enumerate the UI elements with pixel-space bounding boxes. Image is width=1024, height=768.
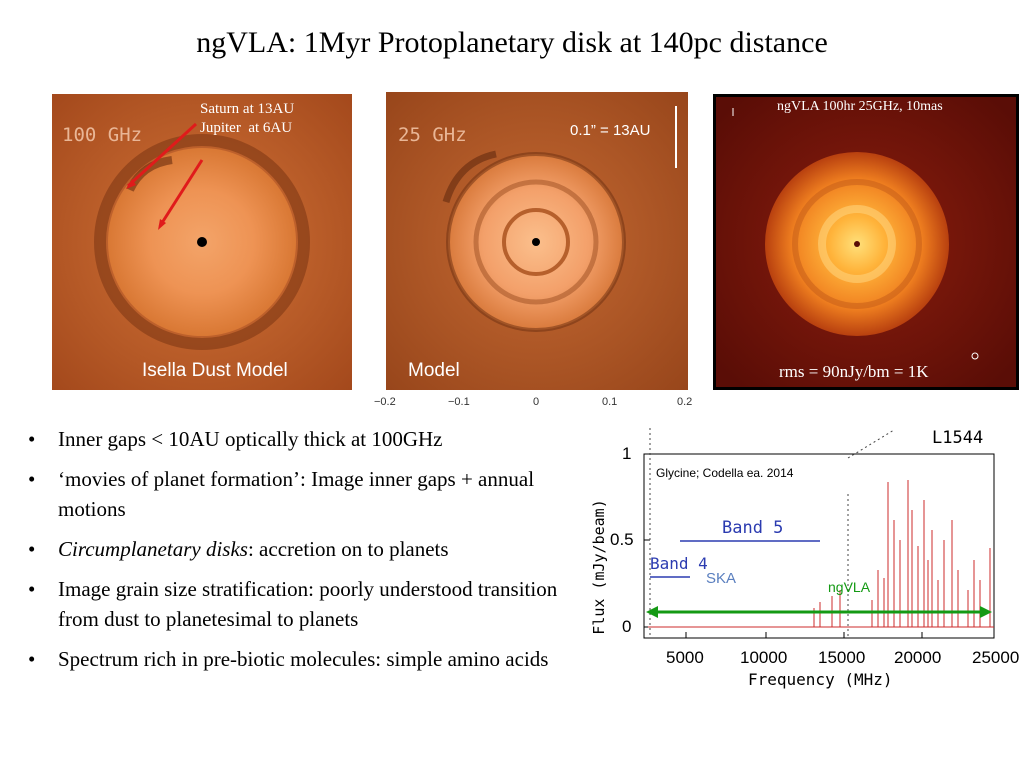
axis-tick: −0.1 <box>448 396 470 408</box>
disk-image-25ghz: 25 GHz 0.1” = 13AU Model <box>386 92 688 390</box>
bullet-item: • Circumplanetary disks: accretion on to … <box>28 537 449 561</box>
axis-tick: 0.2 <box>677 396 693 408</box>
image-axis-ticks: −0.2 −0.1 0 0.1 0.2 <box>370 396 710 410</box>
dotted-guide <box>847 429 895 459</box>
disk-image-ngvla: ngVLA 100hr 25GHz, 10mas rms = 90nJy/bm … <box>713 94 1019 390</box>
disk-image-100ghz: 100 GHz Saturn at 13AU Jupiter at 6AU Is… <box>52 94 352 390</box>
axis-tick: −0.2 <box>374 396 396 408</box>
xtick-label: 25000 <box>972 648 1020 667</box>
ytick-label: 0 <box>622 617 632 636</box>
isella-caption: Isella Dust Model <box>142 360 288 381</box>
ytick-label: 0.5 <box>610 530 634 549</box>
disk-ngvla-graphic <box>716 97 1016 387</box>
model-caption: Model <box>408 360 460 381</box>
bullet-item: • Inner gaps < 10AU optically thick at 10… <box>28 427 443 451</box>
ngvla-arrow-right <box>980 606 992 618</box>
bullet-item: • ‘movies of planet formation’: Image inn… <box>28 467 535 521</box>
freq-label-100ghz: 100 GHz <box>62 124 143 146</box>
source-label: L1544 <box>932 428 984 448</box>
axis-tick: 0.1 <box>602 396 618 408</box>
spectral-lines <box>813 480 991 627</box>
band5-label: Band 5 <box>722 518 784 538</box>
plot-frame <box>643 453 995 639</box>
bullet-list: • Inner gaps < 10AU optically thick at 10… <box>22 424 582 684</box>
xtick-label: 10000 <box>740 648 788 667</box>
ngvla-arrow-left <box>646 606 658 618</box>
ska-label: SKA <box>706 570 737 587</box>
spectrum-svg <box>643 428 995 639</box>
ngvla-header: ngVLA 100hr 25GHz, 10mas <box>777 99 943 114</box>
axis-tick: 0 <box>533 396 540 408</box>
freq-label-25ghz: 25 GHz <box>398 124 467 146</box>
disk-100ghz-graphic <box>52 94 352 390</box>
ngvla-label: ngVLA <box>828 579 871 595</box>
rms-label: rms = 90nJy/bm = 1K <box>779 362 929 381</box>
xtick-label: 20000 <box>894 648 942 667</box>
disk-25ghz-graphic <box>386 92 688 390</box>
glycine-spectrum: L1544 Glycine; Codella ea. 2014 Band 5 B… <box>582 420 1022 695</box>
saturn-label: Saturn at 13AU <box>200 101 295 117</box>
slide-title: ngVLA: 1Myr Protoplanetary disk at 140pc… <box>196 26 828 59</box>
band4-label: Band 4 <box>650 554 708 573</box>
bullet-item: • Image grain size stratification: poorly… <box>28 577 558 631</box>
bullet-item: • Spectrum rich in pre-biotic molecules: … <box>28 647 549 671</box>
jupiter-label: Jupiter at 6AU <box>200 120 293 136</box>
x-axis-label: Frequency (MHz) <box>748 670 893 689</box>
y-axis-label: Flux (mJy/beam) <box>590 499 608 635</box>
ytick-label: 1 <box>622 444 632 463</box>
xtick-label: 5000 <box>666 648 704 667</box>
glycine-annotation: Glycine; Codella ea. 2014 <box>656 466 794 480</box>
scale-label: 0.1” = 13AU <box>570 122 651 139</box>
xtick-label: 15000 <box>818 648 866 667</box>
